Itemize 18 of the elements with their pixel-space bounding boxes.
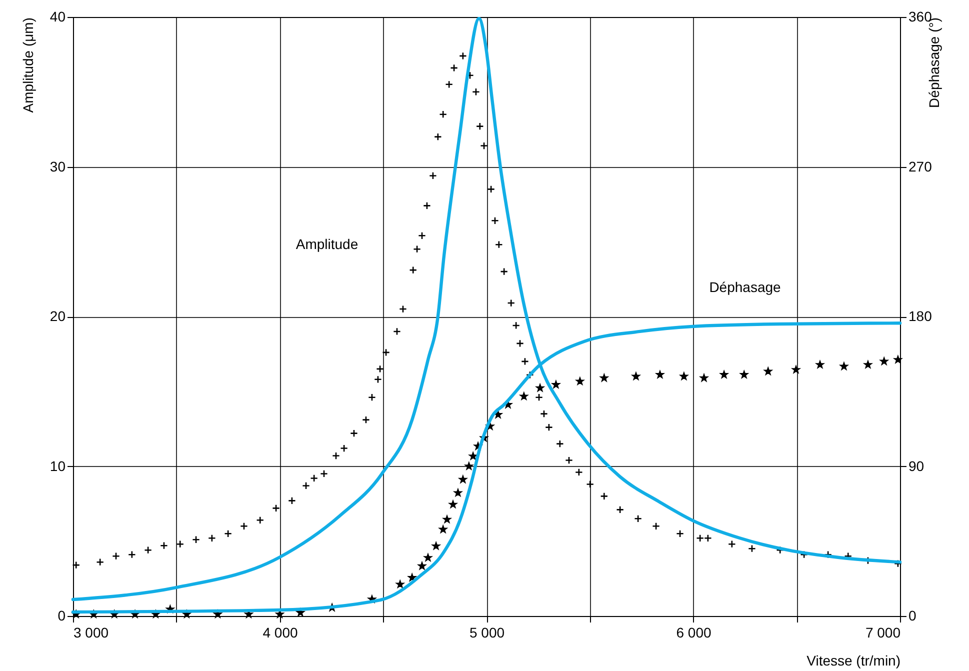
y-tick-label: 20 (50, 308, 66, 324)
y-tick-label: 0 (58, 608, 66, 624)
y-tick-label: 40 (50, 8, 66, 24)
y2-tick-label: 90 (908, 458, 924, 474)
annotation: Amplitude (296, 236, 358, 252)
x-tick-label: 6 000 (676, 624, 712, 640)
y-axis-title: Amplitude (μm) (20, 18, 36, 113)
x-tick-label: 3 000 (74, 624, 109, 640)
y-tick-label: 10 (50, 458, 66, 474)
y2-tick-label: 270 (908, 158, 932, 174)
y-tick-label: 30 (50, 158, 66, 174)
annotation: Déphasage (709, 279, 782, 295)
x-tick-label: 4 000 (262, 624, 298, 640)
x-tick-label: 5 000 (469, 624, 505, 640)
y2-tick-label: 180 (908, 308, 932, 324)
x-tick-label: 7 000 (865, 624, 901, 640)
y2-tick-label: 0 (908, 608, 916, 624)
x-axis-title: Vitesse (tr/min) (806, 652, 900, 668)
